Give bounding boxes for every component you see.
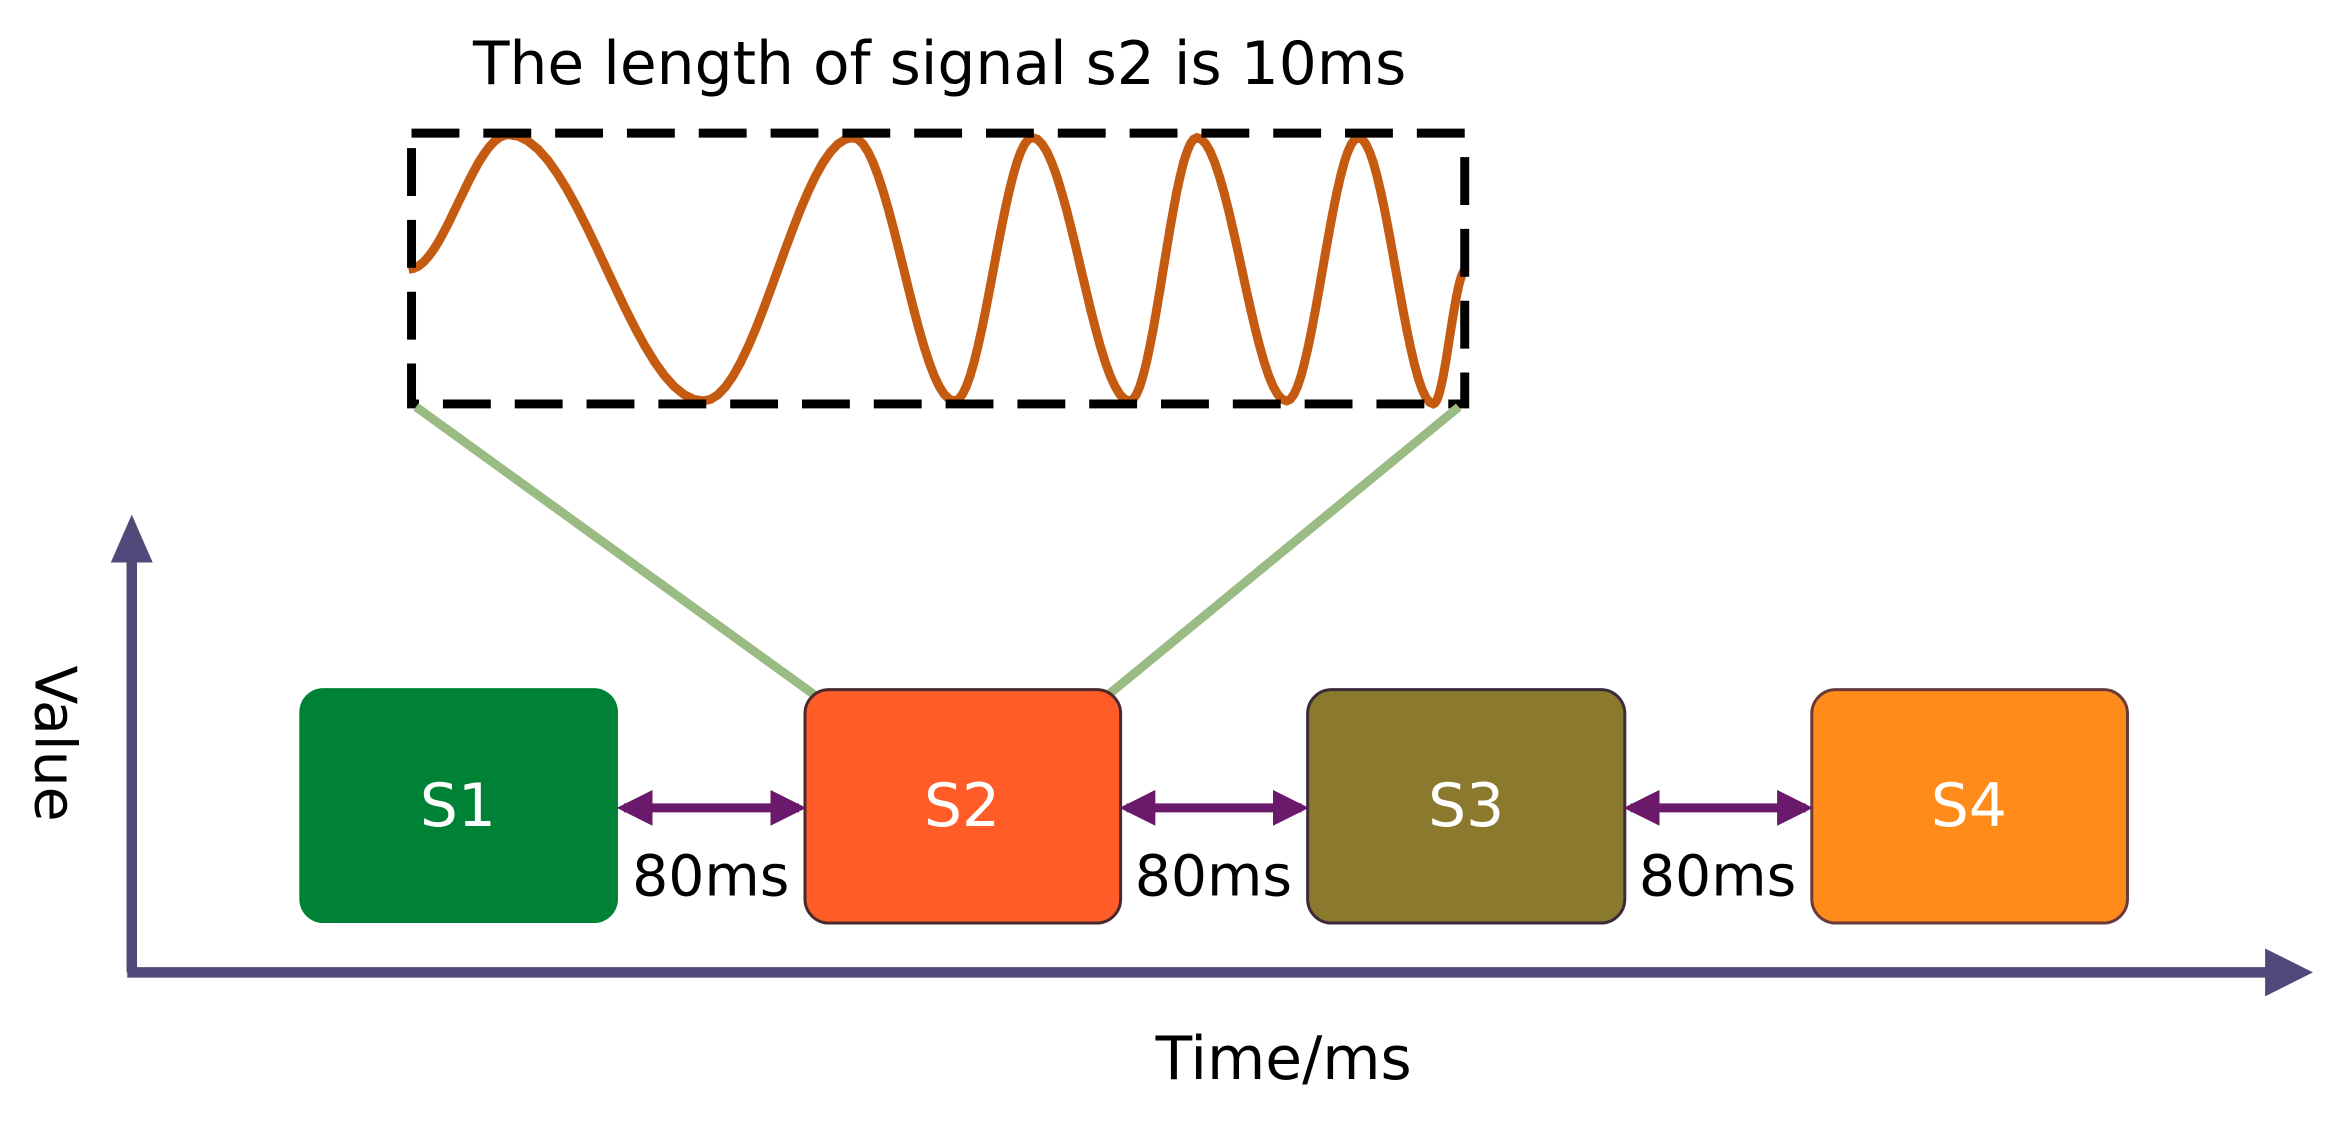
gap-label: 80ms [632,843,789,909]
signal-waveform [407,130,1469,409]
signal-label: S3 [1428,771,1504,841]
x-axis-label: Time/ms [1155,1024,1412,1094]
gap-label: 80ms [1135,843,1292,909]
title: The length of signal s2 is 10ms [472,29,1406,99]
zoom-line [413,403,819,700]
signal-label: S4 [1931,771,2007,841]
signal-label: S1 [420,771,496,841]
zoom-box [407,128,1470,409]
gap-label: 80ms [1639,843,1796,909]
x-axis-arrow [2265,948,2313,997]
signal-label: S2 [924,771,1000,841]
y-axis-arrow [110,514,153,563]
y-axis-label: Value [21,665,87,821]
zoom-line [1104,403,1462,700]
signal-block [299,688,618,924]
